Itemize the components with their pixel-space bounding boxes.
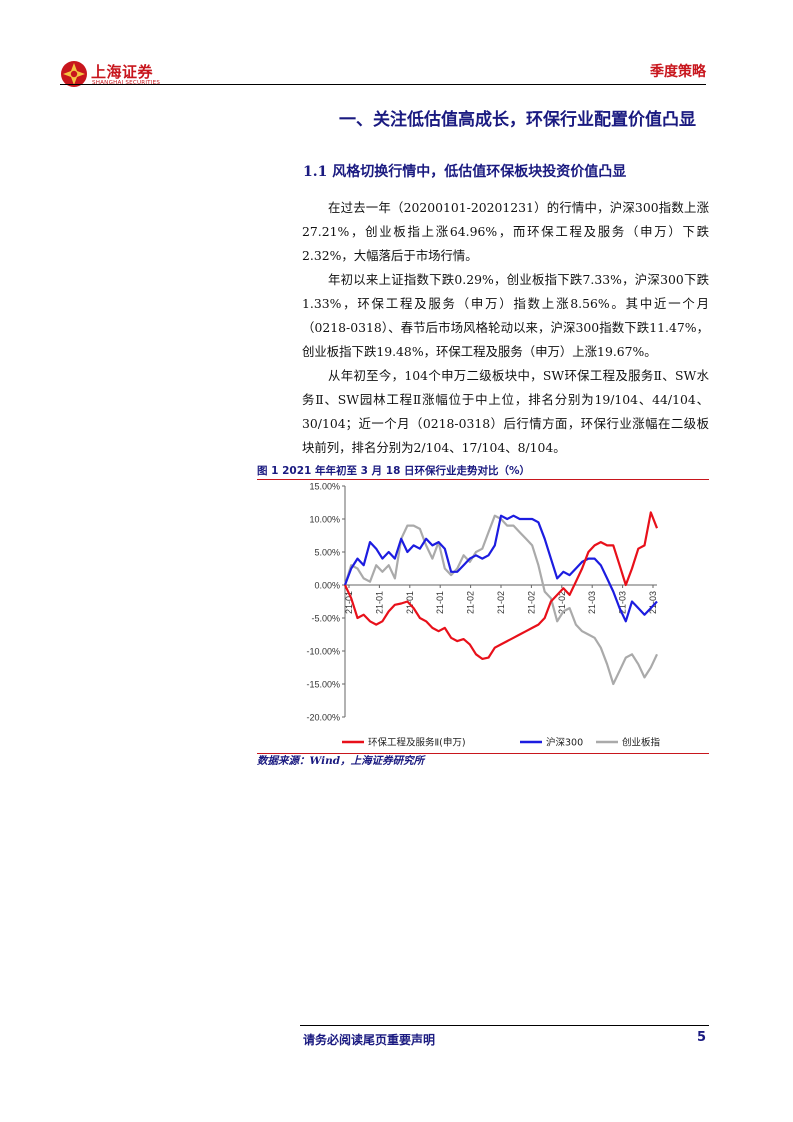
page-number: 5 (696, 1030, 706, 1045)
figure-top-rule (257, 479, 709, 480)
x-tick-label: 21-02 (496, 591, 506, 614)
x-tick-label: 21-01 (374, 591, 384, 614)
x-tick-label: 21-03 (618, 591, 628, 614)
y-tick-label: 0.00% (314, 581, 340, 591)
logo-text-cn: 上海证券 (91, 63, 154, 81)
line-chart: 15.00% 10.00% 5.00% 0.00% -5.00% -10.00% -15.0… (306, 482, 661, 749)
figure-source: 数据来源：Wind，上海证券研究所 (257, 755, 425, 767)
section-subtitle: 1.1 风格切换行情中，低估值环保板块投资价值凸显 (303, 164, 627, 180)
legend-label: 创业板指 (622, 737, 661, 749)
x-tick-label: 21-02 (557, 591, 567, 614)
y-tick-label: 10.00% (309, 515, 340, 525)
y-tick-label: -15.00% (306, 680, 340, 690)
series-line (343, 514, 658, 623)
x-tick-label: 21-03 (648, 591, 658, 614)
company-logo: 上海证券 SHANGHAI SECURITIES (60, 58, 170, 92)
x-tick-label: 21-02 (526, 591, 536, 614)
y-tick-label: -20.00% (306, 713, 340, 723)
x-tick-label: 21-01 (435, 591, 445, 614)
header-divider (60, 84, 706, 85)
footer-disclaimer: 请务必阅读尾页重要声明 (303, 1033, 436, 1047)
legend-label: 环保工程及服务Ⅱ(申万) (368, 737, 466, 749)
logo-text-en: SHANGHAI SECURITIES (92, 80, 161, 86)
body-paragraph-2: 年初以来上证指数下跌0.29%，创业板指下跌7.33%，沪深300下跌1.33%… (302, 272, 709, 359)
x-tick-label: 21-03 (587, 591, 597, 614)
x-tick-label: 21-02 (466, 591, 476, 614)
body-paragraph-1: 在过去一年（20200101-20201231）的行情中，沪深300指数上涨27… (302, 200, 709, 263)
figure-caption: 图 1 2021 年年初至 3 月 18 日环保行业走势对比（%） (257, 465, 531, 477)
logo-mark-icon (61, 61, 87, 87)
y-tick-label: -5.00% (311, 614, 340, 624)
footer-divider (300, 1025, 709, 1026)
y-tick-label: 5.00% (314, 548, 340, 558)
series-line (344, 511, 659, 660)
y-tick-label: 15.00% (309, 482, 340, 492)
x-tick-label: 21-01 (344, 591, 354, 614)
legend-label: 沪深300 (546, 737, 583, 749)
y-tick-label: -10.00% (306, 647, 340, 657)
chart-legend: 环保工程及服务Ⅱ(申万) 沪深300 创业板指 (342, 737, 661, 749)
body-paragraph-3: 从年初至今，104个申万二级板块中，SW环保工程及服务Ⅱ、SW水务Ⅱ、SW园林工… (302, 368, 709, 455)
figure-bottom-rule (257, 753, 709, 754)
section-title: 一、关注低估值高成长，环保行业配置价值凸显 (339, 110, 696, 130)
report-type: 季度策略 (650, 64, 706, 80)
